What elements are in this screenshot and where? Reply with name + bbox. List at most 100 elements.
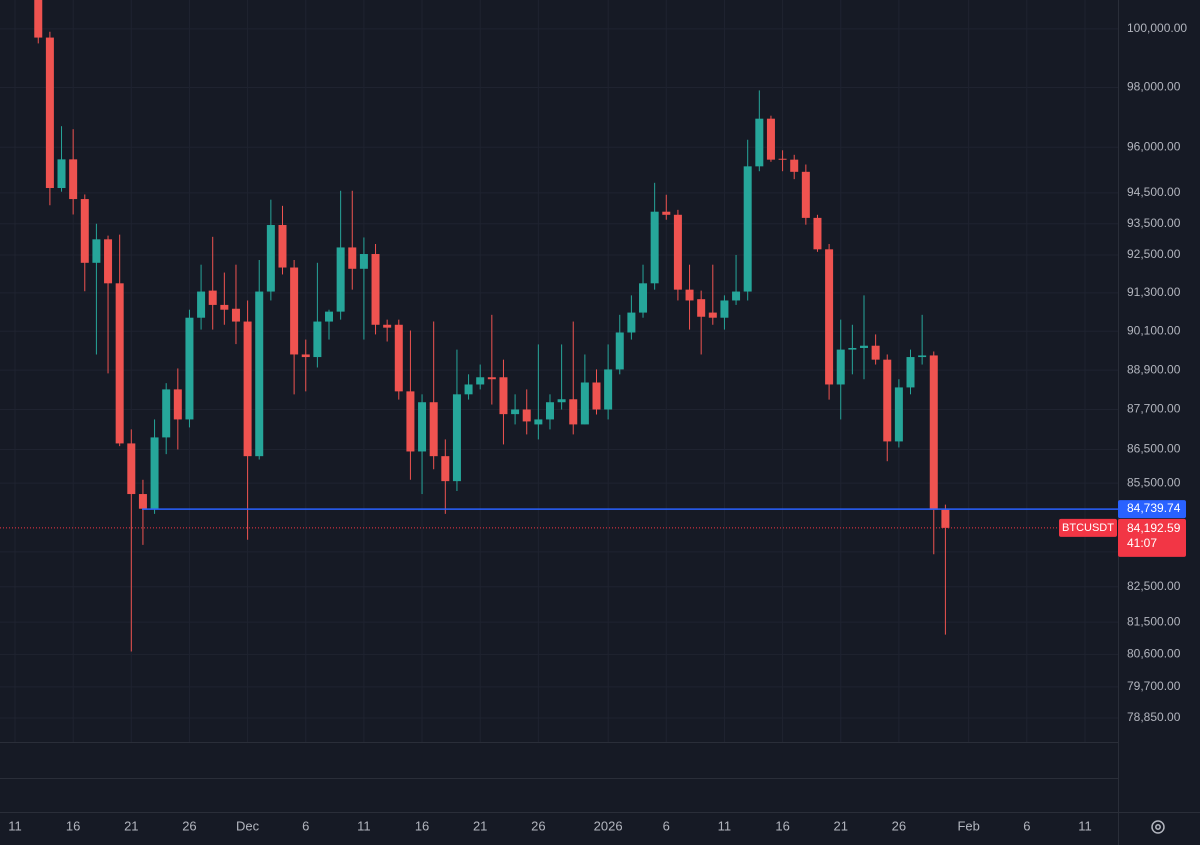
plot-area [0, 0, 1118, 652]
y-tick-label: 93,500.00 [1127, 216, 1181, 230]
y-tick-label: 88,900.00 [1127, 362, 1181, 376]
candle-body [580, 382, 589, 425]
axes: 100,000.00 98,000.00 96,000.00 94,500.00 93,… [8, 21, 1187, 833]
candle-body [825, 249, 834, 385]
candle-body [790, 159, 799, 172]
candle-body [394, 324, 403, 392]
x-tick-label: 6 [663, 818, 670, 833]
candle-body [197, 291, 206, 318]
candle-body [476, 377, 485, 385]
candle-body [487, 377, 496, 380]
x-tick-label: 21 [124, 818, 138, 833]
candle-body [452, 394, 461, 482]
candle-body [115, 283, 124, 444]
x-tick-label: 16 [66, 818, 80, 833]
candle-body [266, 225, 275, 292]
candle-body [883, 359, 892, 442]
candle-body [162, 389, 171, 438]
y-tick-label: 94,500.00 [1127, 185, 1181, 199]
y-tick-label: 82,500.00 [1127, 579, 1181, 593]
candle-body [138, 494, 147, 509]
x-tick-label: 6 [302, 818, 309, 833]
y-tick-label: 79,700.00 [1127, 679, 1181, 693]
candle-body [708, 312, 717, 318]
last-price-tag [1118, 518, 1186, 557]
y-tick-label: 98,000.00 [1127, 80, 1181, 94]
countdown-label: 41:07 [1127, 536, 1157, 550]
x-tick-label: 11 [1078, 818, 1092, 833]
candle-body [220, 304, 229, 310]
candle-body [906, 357, 915, 388]
x-tick-label: 6 [1023, 818, 1030, 833]
candle-body [243, 321, 252, 457]
candle-body [336, 247, 345, 312]
x-tick-label: 2026 [594, 818, 623, 833]
candle-body [313, 321, 322, 358]
y-tick-label: 80,600.00 [1127, 647, 1181, 661]
candle-body [766, 118, 775, 160]
y-tick-label: 85,500.00 [1127, 475, 1181, 489]
last-price-label: 84,192.59 [1127, 521, 1181, 535]
candle-body [639, 283, 648, 313]
symbol-tag [1059, 518, 1117, 537]
x-tick-label: 26 [182, 818, 196, 833]
candle-body [383, 324, 392, 328]
y-tick-label: 87,700.00 [1127, 402, 1181, 416]
x-tick-label: 26 [531, 818, 545, 833]
candle-body [359, 254, 368, 269]
candle-body [627, 312, 636, 333]
candle-body [871, 345, 880, 360]
y-tick-label: 96,000.00 [1127, 139, 1181, 153]
candle-body [185, 317, 194, 420]
candle-body [104, 239, 113, 284]
candle-body [720, 300, 729, 318]
symbol-label: BTCUSDT [1062, 522, 1114, 534]
candle-body [80, 199, 89, 263]
settings-icon[interactable] [1151, 820, 1165, 834]
x-tick-label: 21 [833, 818, 847, 833]
level-tag-label: 84,739.74 [1127, 501, 1181, 515]
candle-body [418, 402, 427, 452]
candle-body [592, 382, 601, 410]
settings-ring [1151, 820, 1165, 834]
candle-body [406, 391, 415, 452]
candle-body [429, 402, 438, 457]
y-tick-label: 86,500.00 [1127, 442, 1181, 456]
candle-body [127, 443, 136, 495]
x-tick-label: 11 [357, 818, 371, 833]
candle-body [836, 349, 845, 385]
candle-body [650, 211, 659, 284]
candle-body [69, 159, 78, 200]
candle-body [325, 311, 334, 322]
candle-body [743, 166, 752, 292]
x-tick-label: 11 [718, 818, 732, 833]
candle-body [45, 37, 54, 189]
candle-body [662, 211, 671, 215]
candle-body [290, 267, 299, 355]
y-tick-label: 100,000.00 [1127, 21, 1187, 35]
candle-body [499, 377, 508, 415]
candle-body [255, 291, 264, 457]
y-tick-label: 90,100.00 [1127, 323, 1181, 337]
candle-body [92, 239, 101, 263]
candle-body [511, 409, 520, 415]
candle-body [173, 389, 182, 420]
candle-body [929, 355, 938, 510]
candle-body [848, 347, 857, 350]
candle-body [801, 171, 810, 218]
x-tick-label: 26 [892, 818, 906, 833]
level-tag [1118, 500, 1186, 519]
candle-body [371, 254, 380, 325]
y-tick-label: 78,850.00 [1127, 710, 1181, 724]
candle-body [441, 456, 450, 482]
x-tick-label: 11 [8, 818, 22, 833]
candle-body [150, 437, 159, 509]
candle-body [57, 159, 66, 189]
candle-body [557, 399, 566, 403]
candle-body [464, 384, 473, 395]
candle-body [685, 289, 694, 301]
candle-body [755, 118, 764, 167]
x-tick-label: 16 [775, 818, 789, 833]
candle-body [278, 225, 287, 268]
